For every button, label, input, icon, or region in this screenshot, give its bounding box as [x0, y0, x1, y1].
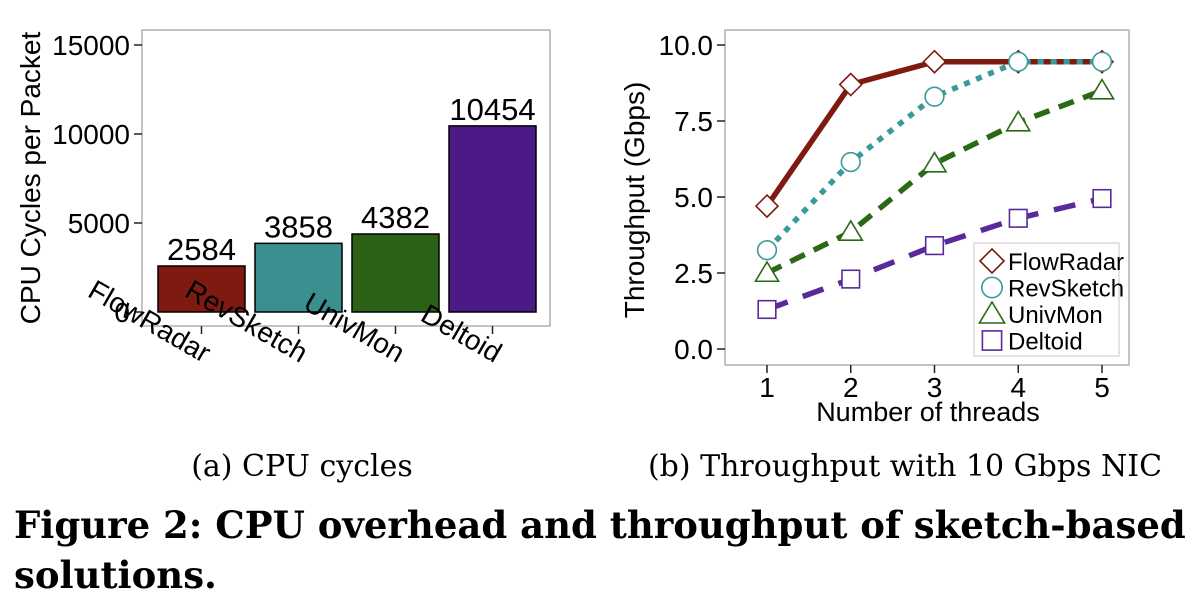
throughput-x-tick-label: 1	[759, 372, 775, 403]
series-flowradar	[754, 49, 1115, 219]
throughput-chart-y-axis-label: Throughput (Gbps)	[619, 82, 650, 319]
series-line-univmon	[765, 88, 1103, 276]
series-deltoid	[757, 188, 1112, 320]
series-revsketch	[756, 51, 1113, 261]
bar-value-label-deltoid: 10454	[449, 92, 535, 127]
series-line-revsketch	[765, 58, 1102, 253]
point-deltoid	[1092, 188, 1112, 209]
bar-univmon	[351, 233, 440, 313]
legend-marker-flowradar	[978, 247, 1006, 275]
throughput-y-tick-label: 2.5	[674, 258, 713, 289]
cpu-chart-y-axis-label: CPU Cycles per Packet	[15, 32, 46, 325]
point-deltoid	[757, 299, 777, 320]
legend-item-flowradar: FlowRadar	[978, 247, 1124, 276]
cpu-chart-y-axis: 0 5000 10000 15000	[52, 30, 142, 328]
point-univmon	[837, 219, 864, 242]
throughput-x-tick-label: 3	[927, 372, 943, 403]
series-line-flowradar	[764, 58, 1102, 208]
cpu-chart-subcaption: (a) CPU cycles	[191, 449, 413, 484]
point-deltoid	[841, 269, 861, 289]
cpu-y-tick-label: 10000	[52, 119, 130, 150]
legend-item-univmon: UnivMon	[977, 300, 1103, 329]
throughput-chart: 0.0 2.5 5.0 7.5 10.0 1 2 3 4 5 FlowRadarRevSketc…	[619, 29, 1162, 484]
throughput-chart-y-axis: 0.0 2.5 5.0 7.5 10.0	[659, 30, 725, 365]
point-deltoid	[924, 236, 945, 256]
cpu-y-tick-label: 0	[114, 297, 130, 328]
figure-caption: Figure 2: CPU overhead and throughput of…	[14, 503, 1186, 597]
point-univmon	[921, 151, 948, 173]
cpu-y-tick-label: 15000	[52, 30, 130, 61]
bar-revsketch	[254, 242, 343, 313]
legend-item-deltoid: Deltoid	[981, 329, 1083, 356]
point-flowradar	[922, 49, 947, 74]
throughput-x-tick-label: 5	[1094, 372, 1110, 403]
point-revsketch	[1008, 51, 1029, 72]
throughput-y-tick-label: 5.0	[674, 182, 713, 213]
throughput-chart-series	[754, 49, 1115, 320]
throughput-chart-x-axis-label: Number of threads	[816, 397, 1040, 427]
legend-marker-univmon	[977, 300, 1007, 324]
throughput-x-tick-label: 2	[843, 372, 859, 403]
bar-value-label-flowradar: 2584	[167, 232, 236, 267]
legend-label-revsketch: RevSketch	[1008, 276, 1124, 303]
cpu-chart-plot-frame	[141, 29, 551, 327]
legend-marker-deltoid	[981, 330, 1003, 351]
throughput-y-tick-label: 10.0	[659, 30, 714, 61]
cpu-y-tick-label: 5000	[68, 208, 130, 239]
bar-value-label-univmon: 4382	[361, 200, 430, 235]
point-univmon	[754, 260, 780, 283]
point-revsketch	[840, 151, 861, 173]
series-univmon	[754, 78, 1115, 283]
series-line-deltoid	[766, 195, 1103, 313]
point-deltoid	[1008, 208, 1028, 228]
bar-flowradar	[157, 265, 246, 313]
point-flowradar	[838, 72, 863, 97]
point-univmon	[1005, 109, 1032, 132]
bar-deltoid	[448, 125, 537, 313]
bar-value-label-revsketch: 3858	[264, 209, 333, 244]
point-revsketch	[1091, 51, 1113, 72]
point-revsketch	[756, 240, 778, 261]
point-flowradar	[754, 193, 780, 219]
legend-label-deltoid: Deltoid	[1008, 329, 1083, 356]
point-revsketch	[924, 86, 945, 107]
point-univmon	[1089, 78, 1115, 100]
legend-item-revsketch: RevSketch	[980, 276, 1124, 303]
legend-label-univmon: UnivMon	[1008, 302, 1103, 329]
legend-label-flowradar: FlowRadar	[1008, 249, 1124, 276]
figure-canvas: 0 5000 10000 15000 2584 3858 4382 10454 FlowRa…	[15, 29, 1162, 484]
throughput-chart-x-axis: 1 2 3 4 5	[759, 365, 1110, 403]
cpu-chart-bars: 2584 3858 4382 10454	[157, 92, 537, 313]
throughput-chart-subcaption: (b) Throughput with 10 Gbps NIC	[648, 449, 1162, 484]
throughput-y-tick-label: 0.0	[674, 334, 713, 365]
throughput-y-tick-label: 7.5	[674, 106, 713, 137]
throughput-x-tick-label: 4	[1010, 372, 1026, 403]
legend-marker-revsketch	[980, 276, 1003, 299]
